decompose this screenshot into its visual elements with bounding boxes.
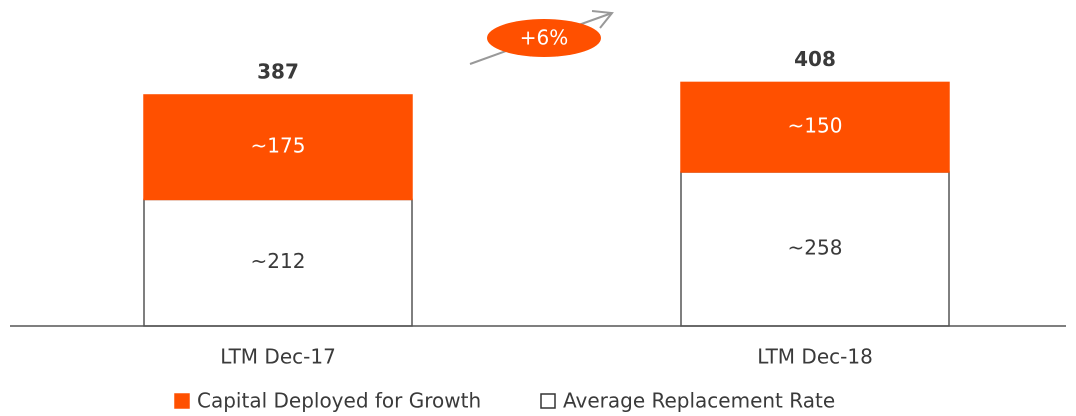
total-label: 408: [794, 47, 836, 71]
data-label: ~258: [788, 235, 843, 259]
total-label: 387: [257, 59, 299, 83]
data-label: ~150: [788, 114, 843, 138]
x-tick-label: LTM Dec-18: [757, 345, 873, 369]
data-label: ~175: [251, 134, 306, 158]
data-label: ~212: [251, 249, 306, 273]
x-tick-label: LTM Dec-17: [220, 345, 336, 369]
bar-segment: [143, 198, 413, 327]
bar-segment: [680, 171, 950, 327]
legend-swatch: [540, 393, 556, 409]
bar-segment: [143, 94, 413, 201]
legend-label: Average Replacement Rate: [563, 389, 835, 413]
annotation-badge: [487, 19, 601, 57]
annotation: +6%: [520, 26, 569, 50]
legend-swatch: [174, 393, 190, 409]
legend-label: Capital Deployed for Growth: [197, 389, 481, 413]
trend-arrow-head: [591, 10, 614, 29]
bar-segment: [680, 81, 950, 173]
